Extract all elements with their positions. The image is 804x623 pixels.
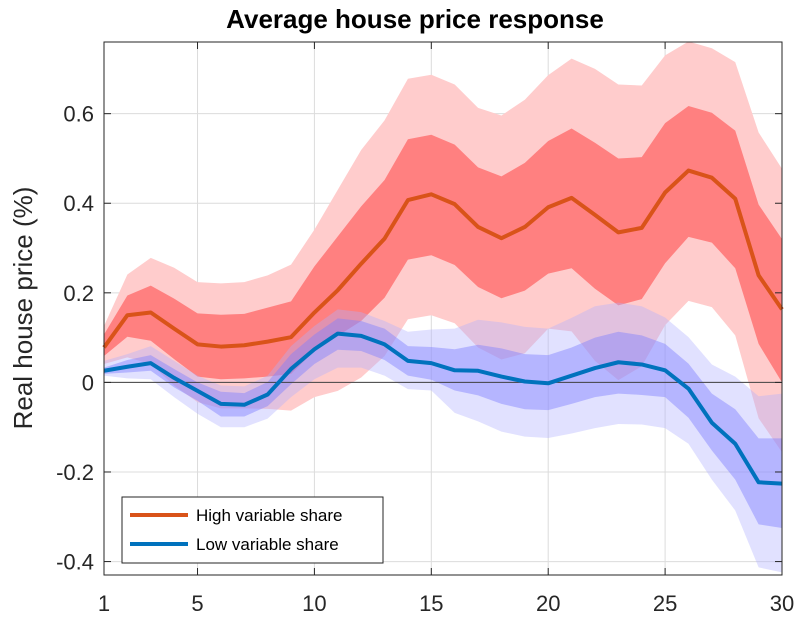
axes-box [103,41,783,576]
x-tick-label: 30 [770,591,794,616]
legend-label-high: High variable share [196,506,342,525]
y-tick-label: 0.2 [63,281,94,306]
x-tick-label: 5 [191,591,203,616]
confidence-bands [104,41,782,573]
y-tick-label: -0.2 [56,460,94,485]
y-tick-label: 0.6 [63,102,94,127]
series-lines [102,168,784,486]
legend: High variable share Low variable share [121,496,384,564]
y-tick-label: -0.4 [56,550,94,575]
chart-title: Average house price response [226,4,604,34]
band-inner-low [104,318,782,528]
band-inner-high [104,106,782,383]
legend-label-low: Low variable share [196,535,339,554]
band-outer-low [104,302,782,573]
y-tick-label: 0.4 [63,191,94,216]
legend-box [121,496,384,564]
ticks: 1 5 10 15 20 25 30-0.4-0.200.20.40.6 [56,42,794,616]
y-tick-label: 0 [82,370,94,395]
x-tick-label: 25 [653,591,677,616]
x-tick-label: 1 [98,591,110,616]
series-line-high [102,168,784,349]
series-line-low [103,331,783,486]
x-tick-label: 15 [419,591,443,616]
y-axis-label: Real house price (%) [8,187,38,430]
x-tick-label: 20 [536,591,560,616]
x-tick-label: 10 [302,591,326,616]
